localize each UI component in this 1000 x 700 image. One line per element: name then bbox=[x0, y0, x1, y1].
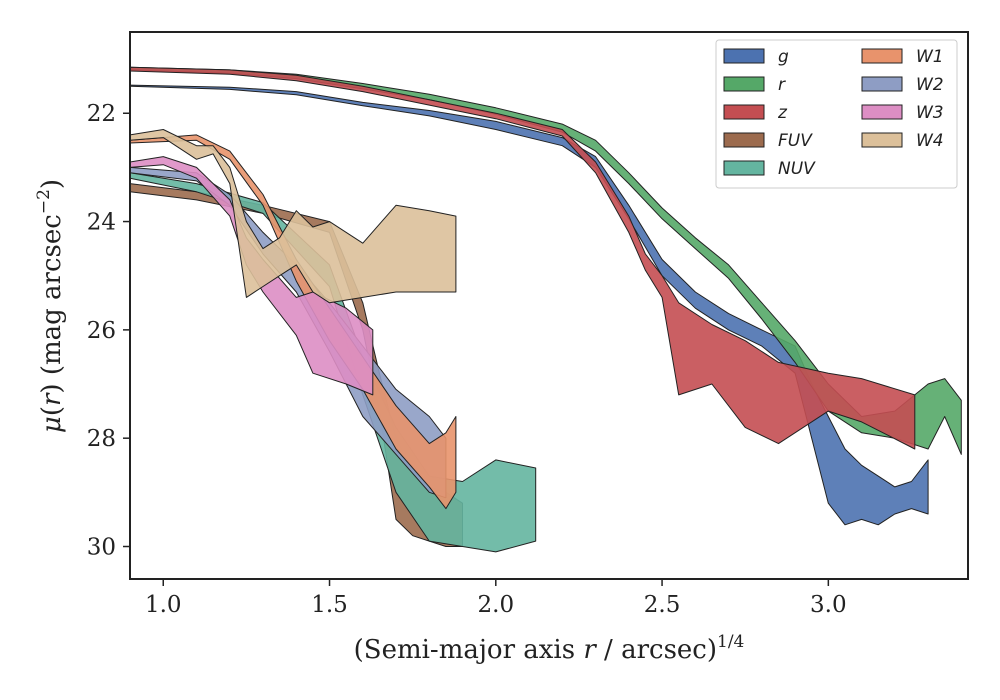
legend-swatch-r bbox=[723, 76, 765, 92]
x-axis-label-exponent: 1/4 bbox=[717, 632, 744, 652]
legend-swatch-w2 bbox=[861, 76, 903, 92]
legend-label-r: r bbox=[778, 75, 786, 95]
band-layer bbox=[129, 66, 962, 553]
x-tick-label: 3.0 bbox=[810, 592, 847, 618]
legend-swatch-g bbox=[723, 48, 765, 64]
legend-label-w1: W1 bbox=[916, 47, 944, 67]
legend-label-w3: W3 bbox=[916, 103, 944, 123]
legend-label-w4: W4 bbox=[916, 131, 944, 151]
x-axis-label: (Semi-major axis r / arcsec)1/4 bbox=[354, 632, 745, 665]
legend-label-z: z bbox=[777, 103, 788, 123]
legend-swatch-w1 bbox=[861, 48, 903, 64]
legend-swatch-w3 bbox=[861, 104, 903, 120]
band-z bbox=[129, 66, 916, 450]
plot-frame bbox=[129, 31, 969, 580]
legend-label-g: g bbox=[778, 47, 789, 67]
y-tick-label: 22 bbox=[87, 101, 116, 127]
y-axis-label-unit: ) (mag arcsec bbox=[37, 214, 67, 393]
y-axis-label-var: r bbox=[37, 392, 67, 406]
x-tick-label: 2.0 bbox=[478, 592, 515, 618]
y-axis-label-open: ( bbox=[37, 406, 67, 416]
y-tick-label: 24 bbox=[87, 210, 116, 236]
x-axis-label-suffix: / arcsec) bbox=[596, 635, 717, 665]
y-axis-label-exponent: −2 bbox=[34, 189, 54, 214]
y-axis-label: μ(r) (mag arcsec−2) bbox=[34, 179, 67, 433]
x-axis: 1.0 1.5 2.0 2.5 3.0 bbox=[145, 579, 847, 618]
x-tick-label: 1.5 bbox=[311, 592, 348, 618]
y-tick-label: 28 bbox=[87, 426, 116, 452]
legend-label-w2: W2 bbox=[916, 75, 944, 95]
legend-swatch-z bbox=[723, 104, 765, 120]
legend-label-nuv: NUV bbox=[778, 159, 816, 179]
legend: grz FUV NUV W1 W2 W3 W4 bbox=[715, 39, 958, 189]
y-axis-label-mu: μ bbox=[37, 416, 67, 433]
legend-swatch-fuv bbox=[723, 132, 765, 148]
legend-swatch-nuv bbox=[723, 160, 765, 176]
legend-swatch-w4 bbox=[861, 132, 903, 148]
x-tick-label: 1.0 bbox=[145, 592, 182, 618]
band-w4 bbox=[129, 129, 457, 304]
band-g bbox=[129, 84, 929, 526]
y-axis-label-end: ) bbox=[37, 179, 67, 189]
x-axis-label-prefix: (Semi-major axis bbox=[354, 635, 584, 665]
y-tick-label: 30 bbox=[87, 535, 116, 561]
x-axis-label-var: r bbox=[583, 635, 597, 665]
x-tick-label: 2.5 bbox=[644, 592, 681, 618]
y-tick-label: 26 bbox=[87, 318, 116, 344]
y-axis: 22 24 26 28 30 bbox=[87, 101, 130, 561]
legend-label-fuv: FUV bbox=[778, 131, 813, 151]
